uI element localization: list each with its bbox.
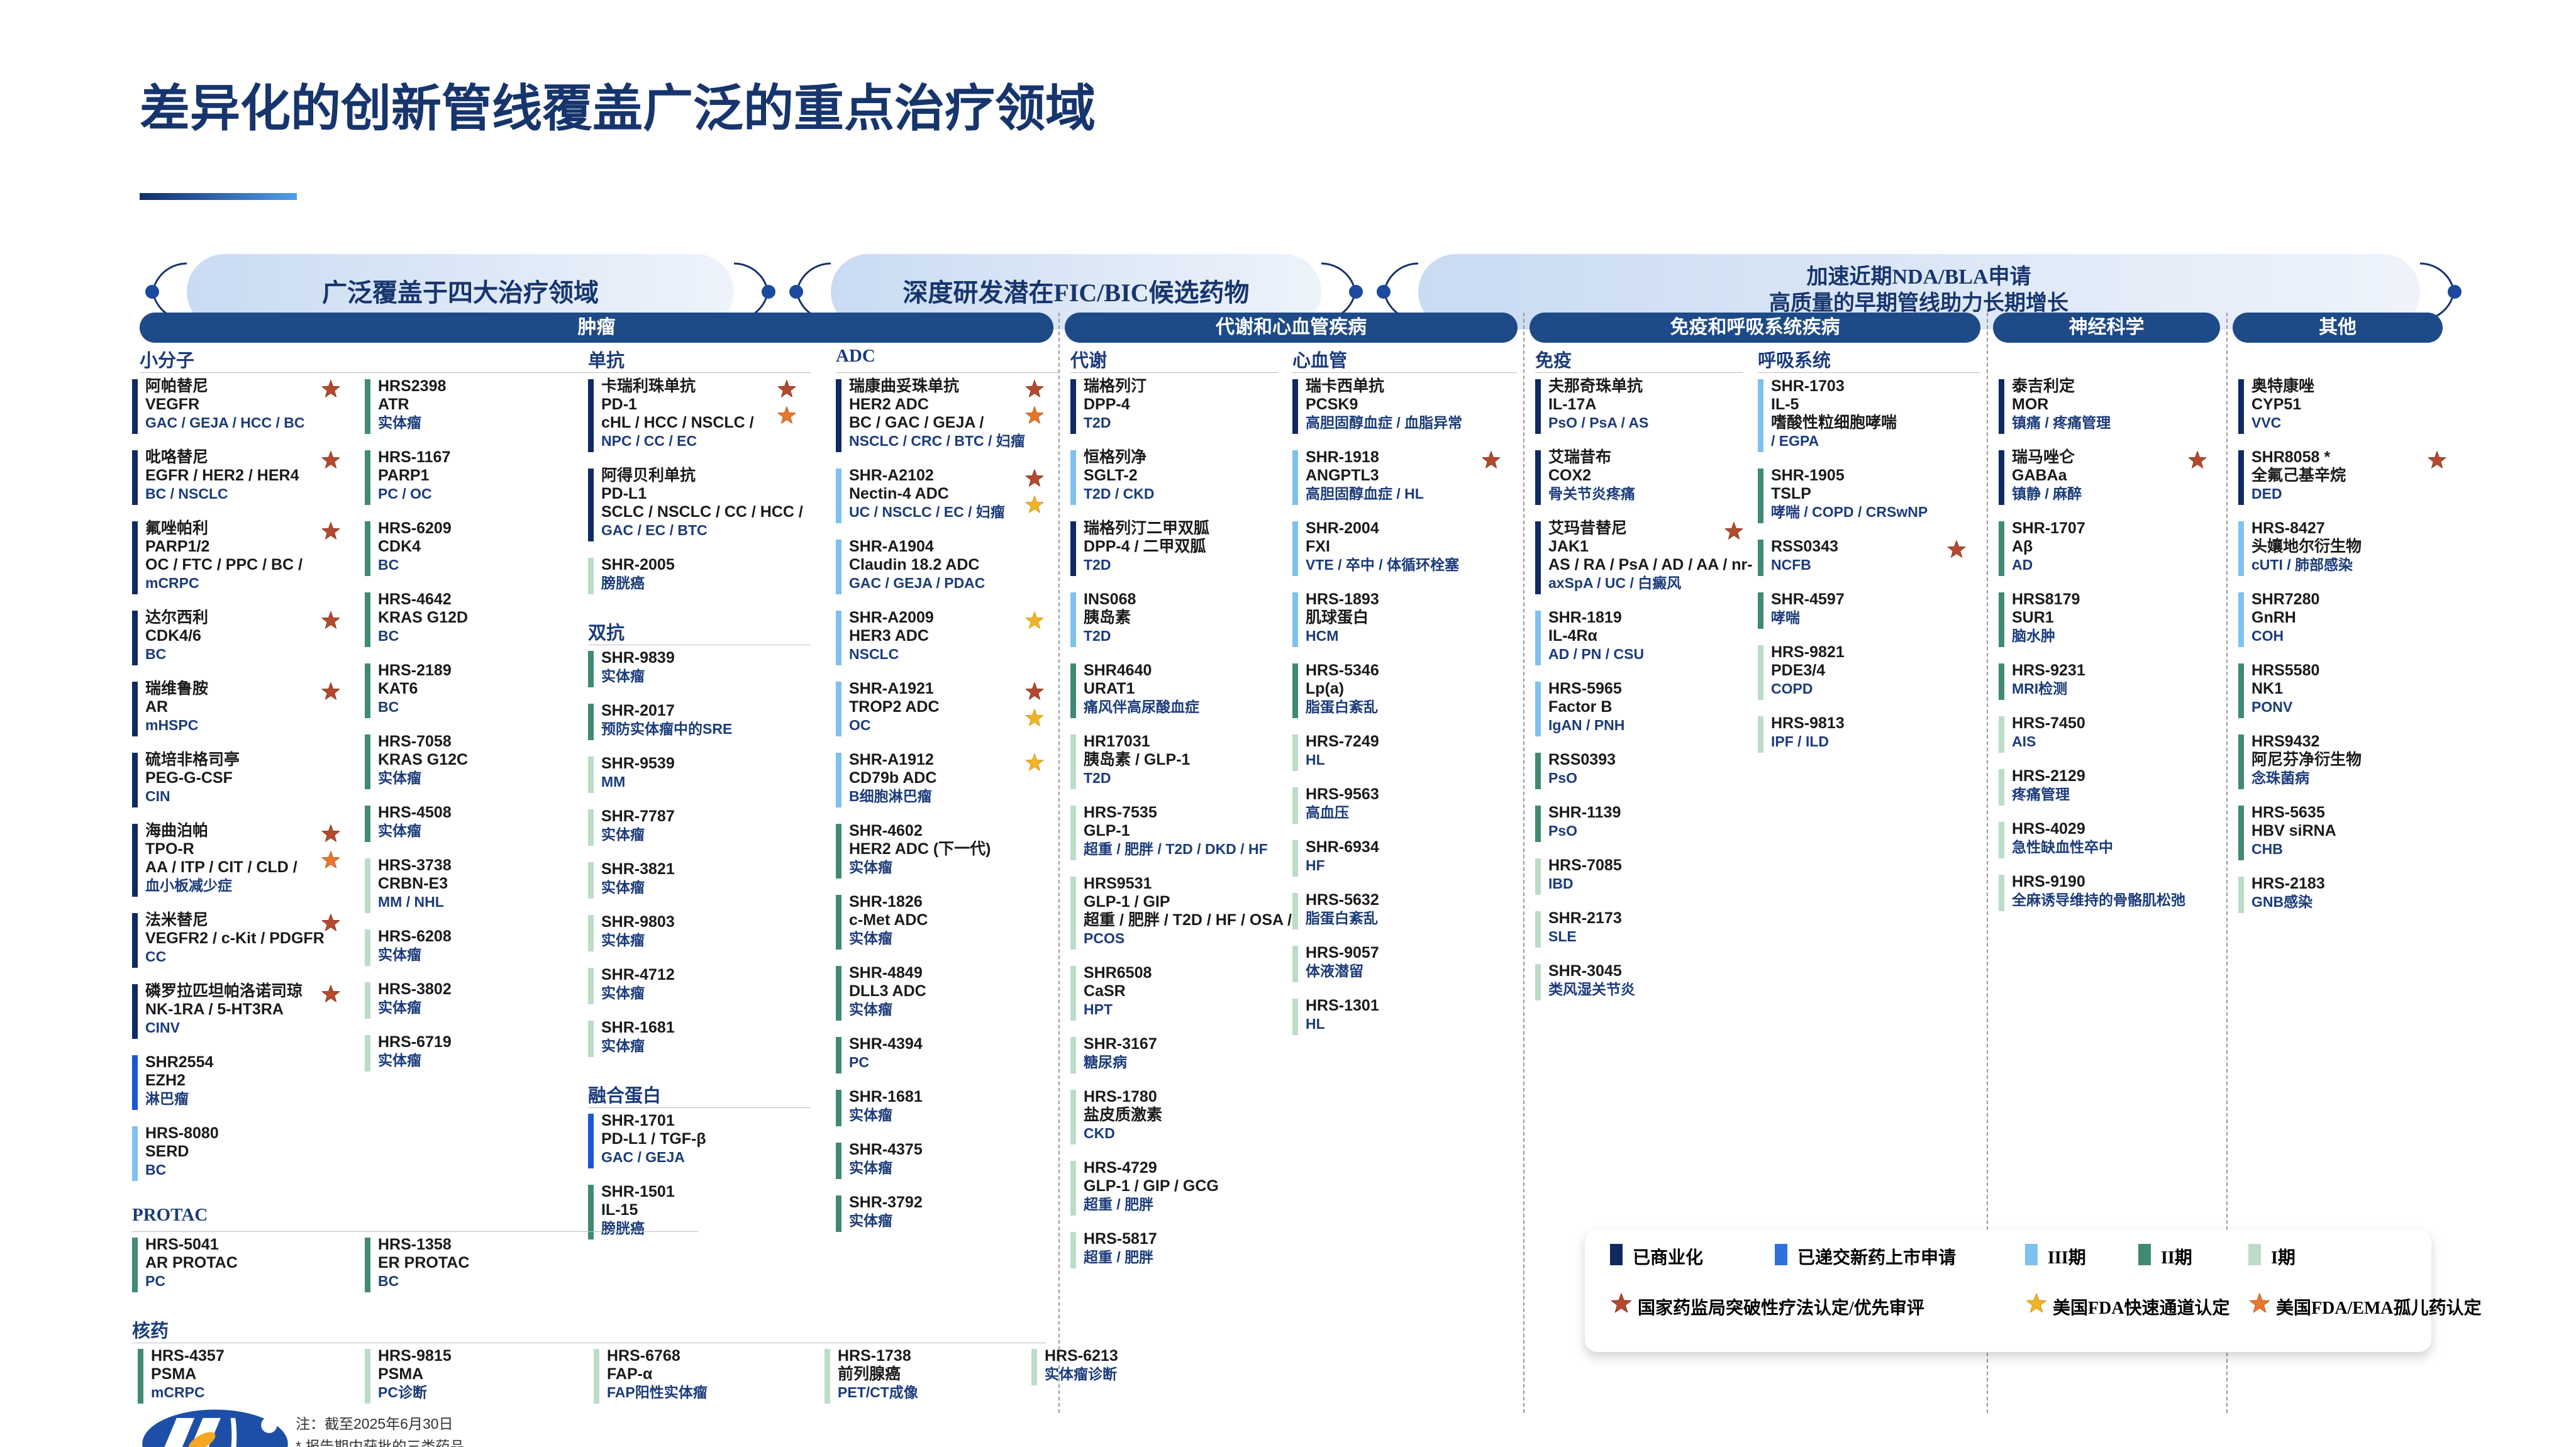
svg-text:加速近期NDA/BLA申请: 加速近期NDA/BLA申请 [1806, 265, 2031, 289]
svg-text:广泛覆盖于四大治疗领域: 广泛覆盖于四大治疗领域 [322, 279, 599, 307]
svg-text:深度研发潜在FIC/BIC候选药物: 深度研发潜在FIC/BIC候选药物 [902, 279, 1249, 307]
svg-text:高质量的早期管线助力长期增长: 高质量的早期管线助力长期增长 [1769, 291, 2068, 315]
